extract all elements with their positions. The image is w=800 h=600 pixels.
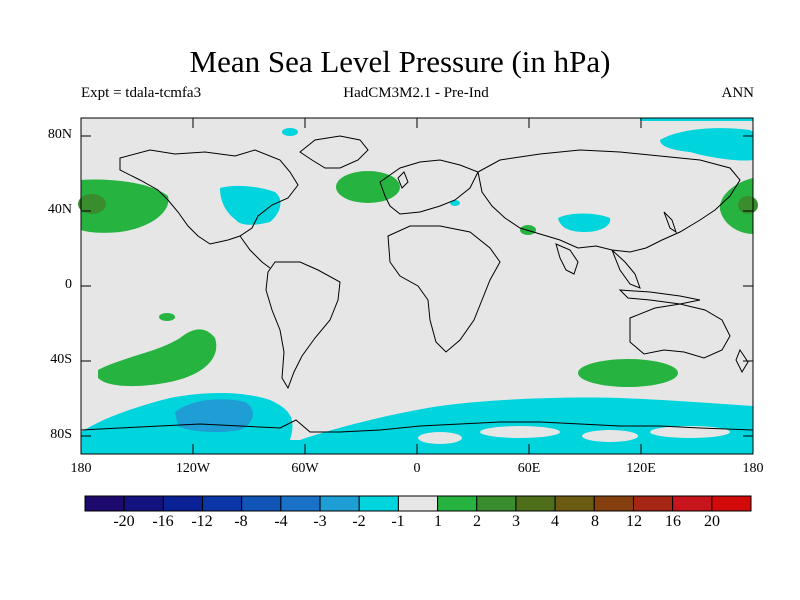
coast-greenland [299,135,369,169]
arctic-low-center [282,128,298,136]
colorbar-box [84,495,125,512]
north-pacific-high-east [719,178,753,234]
indian-ocean-high [578,359,678,387]
colorbar-label: 3 [512,513,520,530]
colorbar-box [397,495,439,512]
model-label: HadCM3M2.1 - Pre-Ind [343,85,489,101]
colorbar-box [319,495,360,512]
colorbar-label: -16 [152,513,174,530]
coast-africa [387,225,501,353]
colorbar-box [593,495,634,512]
colorbar-box [162,495,204,512]
coast-japan [663,211,677,234]
colorbar-box [123,495,164,512]
north-pacific-high-west [81,179,169,233]
coast-uk [397,171,409,189]
small-green-patch [159,313,175,321]
coast-south-america [265,261,341,390]
coast-india [555,243,579,275]
north-pacific-high-west-core [78,194,106,214]
colorbar-label: 12 [626,513,642,530]
colorbar-label: 16 [665,513,681,530]
tibet-low [558,213,611,232]
antarctic-gap-1 [418,432,462,444]
coast-indonesia [618,289,701,305]
antarctic-gap-2 [480,426,560,438]
map-title: Mean Sea Level Pressure (in hPa) [189,44,611,79]
colorbar [84,495,752,512]
colorbar-box [202,495,243,512]
lat-label-80n: 80N [47,127,72,142]
colorbar-label: 1 [434,513,442,530]
season-label: ANN [721,85,755,101]
positive-anomaly-regions [78,171,758,387]
axis-ticks [81,118,753,454]
colorbar-label: -3 [313,513,327,530]
coast-europe [379,159,479,215]
north-america-low [220,185,281,225]
colorbar-box [280,495,321,512]
colorbar-label: -2 [352,513,366,530]
coast-antarctica [80,419,754,433]
colorbar-label: 2 [473,513,481,530]
lon-label-60w: 60W [291,461,319,476]
experiment-label: Expt = tdala-tcmfa3 [81,85,202,101]
colorbar-box [672,495,713,512]
south-pacific-high [98,329,217,387]
arctic-low-strip [640,118,753,121]
lon-label-0: 0 [413,461,421,476]
lat-label-0: 0 [65,277,72,292]
colorbar-label: -12 [191,513,213,530]
colorbar-box [515,495,556,512]
colorbar-label: 4 [551,513,559,530]
colorbar-box [358,495,399,512]
negative-anomaly-regions [81,118,753,454]
colorbar-label: -8 [234,513,248,530]
colorbar-label: 8 [591,513,599,530]
colorbar-box [437,495,478,512]
coast-southeast-asia [611,249,641,289]
antarctic-gap-3 [582,430,638,442]
coast-new-zealand [735,348,749,374]
lat-label-40n: 40N [47,202,72,217]
colorbar-box [554,495,595,512]
colorbar-label: -4 [274,513,288,530]
coast-north-america [119,149,299,245]
lon-label-180-west: 180 [70,461,92,476]
lon-label-120e: 120E [626,461,656,476]
coast-australia [629,303,731,359]
lat-label-80s: 80S [50,427,72,442]
arctic-low-east [660,128,753,161]
antarctic-gap-4 [650,426,730,438]
lon-label-180-east: 180 [742,461,764,476]
colorbar-box [711,495,752,512]
colorbar-box [476,495,517,512]
north-atlantic-high [336,171,400,203]
colorbar-label: -20 [113,513,135,530]
lon-label-120w: 120W [175,461,211,476]
coast-central-america [239,235,271,269]
coastlines [80,135,754,433]
colorbar-label: -1 [391,513,405,530]
lon-label-60e: 60E [517,461,541,476]
lat-label-40s: 40S [50,352,72,367]
coast-asia [477,149,741,253]
colorbar-box [632,495,674,512]
colorbar-label: 20 [704,513,720,530]
colorbar-box [241,495,282,512]
